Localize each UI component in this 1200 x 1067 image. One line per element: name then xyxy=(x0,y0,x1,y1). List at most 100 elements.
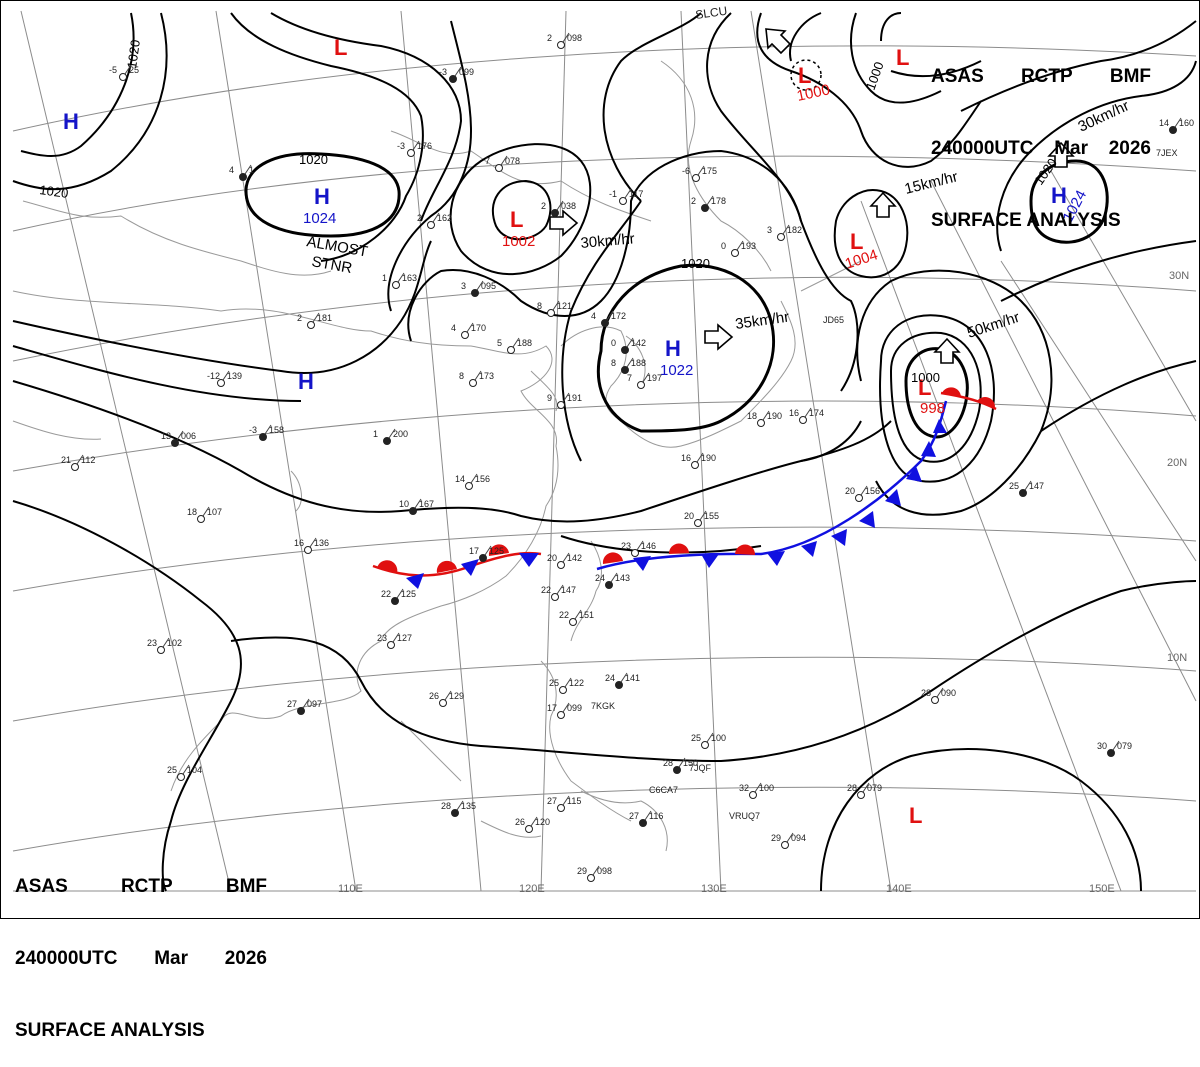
station-pressure: 162 xyxy=(437,213,452,223)
station-temperature: 14 xyxy=(455,474,465,484)
station-plot: 20 156 xyxy=(845,485,880,502)
station-plot: 26 120 xyxy=(515,816,550,833)
station-temperature: -12 xyxy=(207,371,220,381)
station-temperature: 23 xyxy=(621,541,631,551)
station-circle xyxy=(409,507,417,515)
header-code: BMF xyxy=(225,876,267,897)
header-product: ASAS xyxy=(15,876,68,897)
station-circle xyxy=(304,546,312,554)
station-temperature: 9 xyxy=(547,393,552,403)
station-temperature: 3 xyxy=(461,281,466,291)
station-circle xyxy=(587,874,595,882)
high-pressure-value: 1022 xyxy=(660,362,693,379)
station-pressure: 120 xyxy=(535,817,550,827)
station-temperature: 20 xyxy=(845,486,855,496)
station-circle xyxy=(619,197,627,205)
station-id: VRUQ7 xyxy=(729,811,760,821)
station-pressure: 190 xyxy=(701,453,716,463)
station-plot: 27 097 xyxy=(287,698,322,715)
station-temperature: 22 xyxy=(541,585,551,595)
station-temperature: -3 xyxy=(397,141,405,151)
station-temperature: 4 xyxy=(591,311,596,321)
header-product: ASAS xyxy=(931,66,984,87)
station-temperature: -1 xyxy=(609,189,617,199)
latitude-label: 10N xyxy=(1167,652,1187,664)
station-pressure: 178 xyxy=(711,196,726,206)
station-plot: 23 102 xyxy=(147,637,182,654)
station-pressure: 160 xyxy=(1179,118,1194,128)
station-pressure: 193 xyxy=(741,241,756,251)
low-pressure-symbol: L xyxy=(909,803,922,828)
station-circle xyxy=(217,379,225,387)
station-temperature: 2 xyxy=(297,313,302,323)
station-circle xyxy=(691,461,699,469)
station-pressure: 121 xyxy=(557,301,572,311)
station-circle xyxy=(439,699,447,707)
station-plot: 14 156 xyxy=(455,473,490,490)
surface-analysis-map: H H 1024 H H 1022 H 1024 L L 1002 L 1000… xyxy=(12,4,1197,895)
station-plot: 16 174 xyxy=(789,407,824,424)
station-pressure: 112 xyxy=(81,455,95,465)
station-circle xyxy=(605,581,613,589)
station-temperature: 23 xyxy=(377,633,387,643)
isobar-label: 1000 xyxy=(911,370,940,385)
station-circle xyxy=(637,381,645,389)
station-pressure: 156 xyxy=(865,486,880,496)
station-temperature: 0 xyxy=(721,241,726,251)
station-pressure: 104 xyxy=(187,765,202,775)
station-circle xyxy=(239,173,247,181)
station-pressure: 098 xyxy=(597,866,612,876)
isobars xyxy=(12,12,1197,892)
station-temperature: 20 xyxy=(684,511,694,521)
station-plot: 28 079 xyxy=(847,782,882,799)
station-circle xyxy=(857,791,865,799)
high-pressure-value: 1024 xyxy=(303,210,336,227)
station-pressure: 122 xyxy=(569,678,584,688)
station-pressure: 090 xyxy=(941,688,956,698)
station-circle xyxy=(427,221,435,229)
station-plot: 23 146 xyxy=(621,540,656,557)
station-circle xyxy=(479,554,487,562)
station-pressure: 143 xyxy=(615,573,630,583)
header-time: 240000UTC xyxy=(15,948,118,969)
station-temperature: -3 xyxy=(249,425,257,435)
station-pressure: 175 xyxy=(702,166,717,176)
station-plot: 29 094 xyxy=(771,832,806,849)
longitude-label: 110E xyxy=(338,883,363,895)
latitude-label: 20N xyxy=(1167,457,1187,469)
station-pressure: 127 xyxy=(397,633,412,643)
isobar-labels: 1020 1020 1020 1020 1000 1000 1020 xyxy=(39,39,1060,385)
station-pressure: 155 xyxy=(704,511,719,521)
low-pressure-symbol: L xyxy=(798,63,811,88)
station-circle xyxy=(673,766,681,774)
station-circle xyxy=(507,346,515,354)
motion-speed-label: 30km/hr xyxy=(580,230,635,252)
station-plot: 17 125 xyxy=(469,545,504,562)
station-temperature: 8 xyxy=(537,301,542,311)
station-circle xyxy=(451,809,459,817)
station-plot: 2 038 xyxy=(541,200,576,217)
station-temperature: 7 xyxy=(485,156,490,166)
station-id: C6CA7 xyxy=(649,785,678,795)
isobar-label: 1020 xyxy=(39,182,70,201)
low-pressure-value: 1000 xyxy=(795,81,831,105)
station-pressure: 136 xyxy=(314,538,329,548)
station-circle xyxy=(639,819,647,827)
station-pressure: 146 xyxy=(641,541,656,551)
station-circle xyxy=(525,825,533,833)
station-pressure: 150 xyxy=(683,758,698,768)
station-temperature: 2 xyxy=(691,196,696,206)
station-pressure: 147 xyxy=(561,585,576,595)
station-temperature: 28 xyxy=(663,758,673,768)
station-pressure: 1 xyxy=(249,165,254,175)
station-temperature: 7 xyxy=(627,373,632,383)
station-temperature: 25 xyxy=(167,765,177,775)
isobar-label: 1000 xyxy=(863,60,887,92)
station-pressure: 141 xyxy=(625,673,640,683)
station-circle xyxy=(557,561,565,569)
station-plot: 18 107 xyxy=(187,506,222,523)
station-plot: 8 188 xyxy=(611,357,646,374)
station-temperature: 27 xyxy=(287,699,297,709)
station-pressure: 006 xyxy=(181,431,196,441)
station-plot: 22 147 xyxy=(541,584,576,601)
